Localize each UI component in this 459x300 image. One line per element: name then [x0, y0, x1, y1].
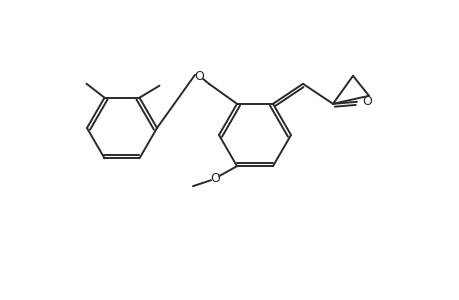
Text: O: O [194, 70, 203, 83]
Text: O: O [210, 172, 219, 185]
Text: O: O [361, 95, 371, 108]
